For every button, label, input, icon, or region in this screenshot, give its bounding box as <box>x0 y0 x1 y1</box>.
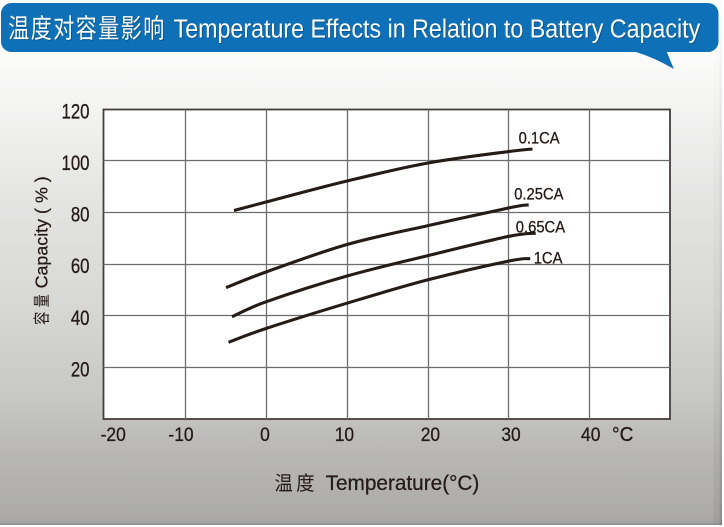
svg-text:10: 10 <box>335 423 354 445</box>
svg-text:0.25CA: 0.25CA <box>514 186 564 204</box>
svg-text:Temperature Effects in Relatio: Temperature Effects in Relation to Batte… <box>174 15 701 43</box>
svg-text:1CA: 1CA <box>534 250 563 268</box>
svg-text:Temperature Effects in Relatio: Temperature Effects in Relation to Batte… <box>175 16 702 44</box>
svg-text:Capacity ( % ): Capacity ( % ) <box>32 176 52 288</box>
svg-text:80: 80 <box>71 204 90 227</box>
svg-text:°C: °C <box>612 423 633 446</box>
svg-text:30: 30 <box>501 423 520 445</box>
svg-text:40: 40 <box>581 423 600 445</box>
svg-text:0.65CA: 0.65CA <box>516 219 566 237</box>
svg-text:100: 100 <box>61 152 89 175</box>
svg-text:60: 60 <box>71 256 90 279</box>
svg-text:20: 20 <box>421 423 440 445</box>
svg-text:20: 20 <box>71 359 90 382</box>
svg-text:-10: -10 <box>168 423 193 445</box>
svg-text:0.1CA: 0.1CA <box>519 130 560 148</box>
svg-text:40: 40 <box>71 307 90 330</box>
svg-text:-20: -20 <box>101 423 126 445</box>
svg-text:120: 120 <box>61 101 89 124</box>
svg-text:Temperature(°C): Temperature(°C) <box>326 472 480 495</box>
svg-text:0: 0 <box>260 423 270 445</box>
